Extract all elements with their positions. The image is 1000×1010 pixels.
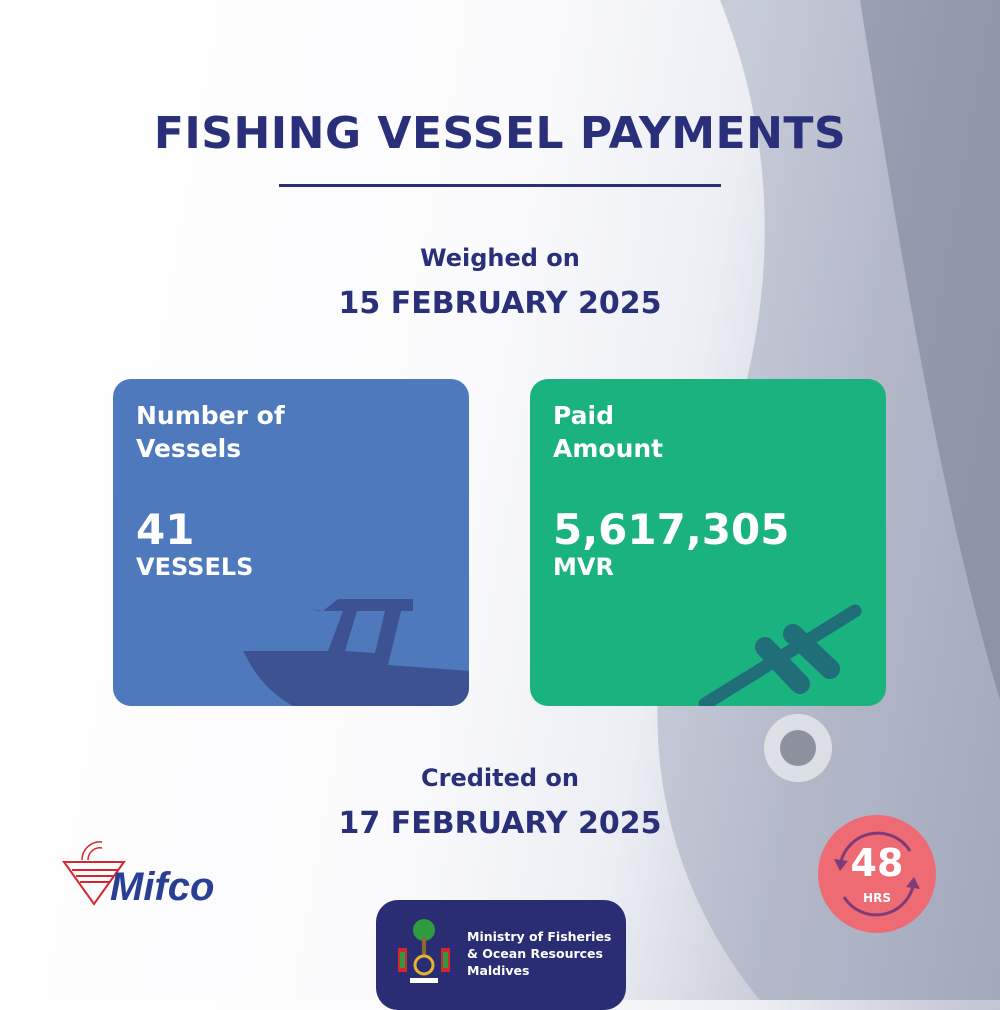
fish-skeleton-icon bbox=[698, 604, 862, 706]
paid-amount-card: Paid Amount 5,617,305 MVR bbox=[530, 379, 886, 706]
weighed-date: 15 FEBRUARY 2025 bbox=[338, 286, 662, 321]
vessels-card: Number of Vessels 41 VESSELS bbox=[113, 379, 469, 706]
credited-label: Credited on bbox=[421, 764, 579, 792]
credited-date: 17 FEBRUARY 2025 bbox=[338, 806, 662, 841]
ministry-logo: Ministry of Fisheries & Ocean Resources Ma… bbox=[376, 900, 626, 1010]
paid-label-line1: Paid bbox=[553, 401, 614, 430]
mifco-emblem: Mifco bbox=[62, 841, 214, 909]
maldives-emblem-icon bbox=[398, 919, 450, 983]
vessels-label-line1: Number of bbox=[136, 401, 285, 430]
paid-label-line2: Amount bbox=[553, 434, 664, 463]
boat-icon bbox=[243, 599, 469, 706]
48-hrs-badge: 48 HRS bbox=[818, 815, 936, 933]
weighed-label: Weighed on bbox=[420, 244, 580, 272]
badge-value: 48 bbox=[850, 841, 904, 885]
ministry-line2: & Ocean Resources bbox=[467, 946, 603, 961]
cycle-arrows-icon bbox=[834, 831, 920, 917]
mifco-wordmark: Mifco bbox=[110, 865, 214, 907]
paid-label: Paid Amount bbox=[553, 399, 663, 465]
paid-currency: MVR bbox=[553, 553, 614, 581]
page-title: FISHING VESSEL PAYMENTS bbox=[153, 108, 847, 159]
ministry-line3: Maldives bbox=[467, 963, 530, 978]
ministry-name: Ministry of Fisheries & Ocean Resources Ma… bbox=[467, 928, 611, 979]
vessels-label-line2: Vessels bbox=[136, 434, 242, 463]
title-divider bbox=[279, 184, 721, 187]
vessels-label: Number of Vessels bbox=[136, 399, 285, 465]
paid-amount: 5,617,305 bbox=[553, 505, 790, 554]
mifco-logo: Mifco bbox=[62, 832, 237, 911]
ministry-line1: Ministry of Fisheries bbox=[467, 929, 612, 944]
badge-unit: HRS bbox=[863, 891, 891, 905]
vessels-unit: VESSELS bbox=[136, 553, 254, 581]
vessels-count: 41 bbox=[136, 505, 195, 554]
